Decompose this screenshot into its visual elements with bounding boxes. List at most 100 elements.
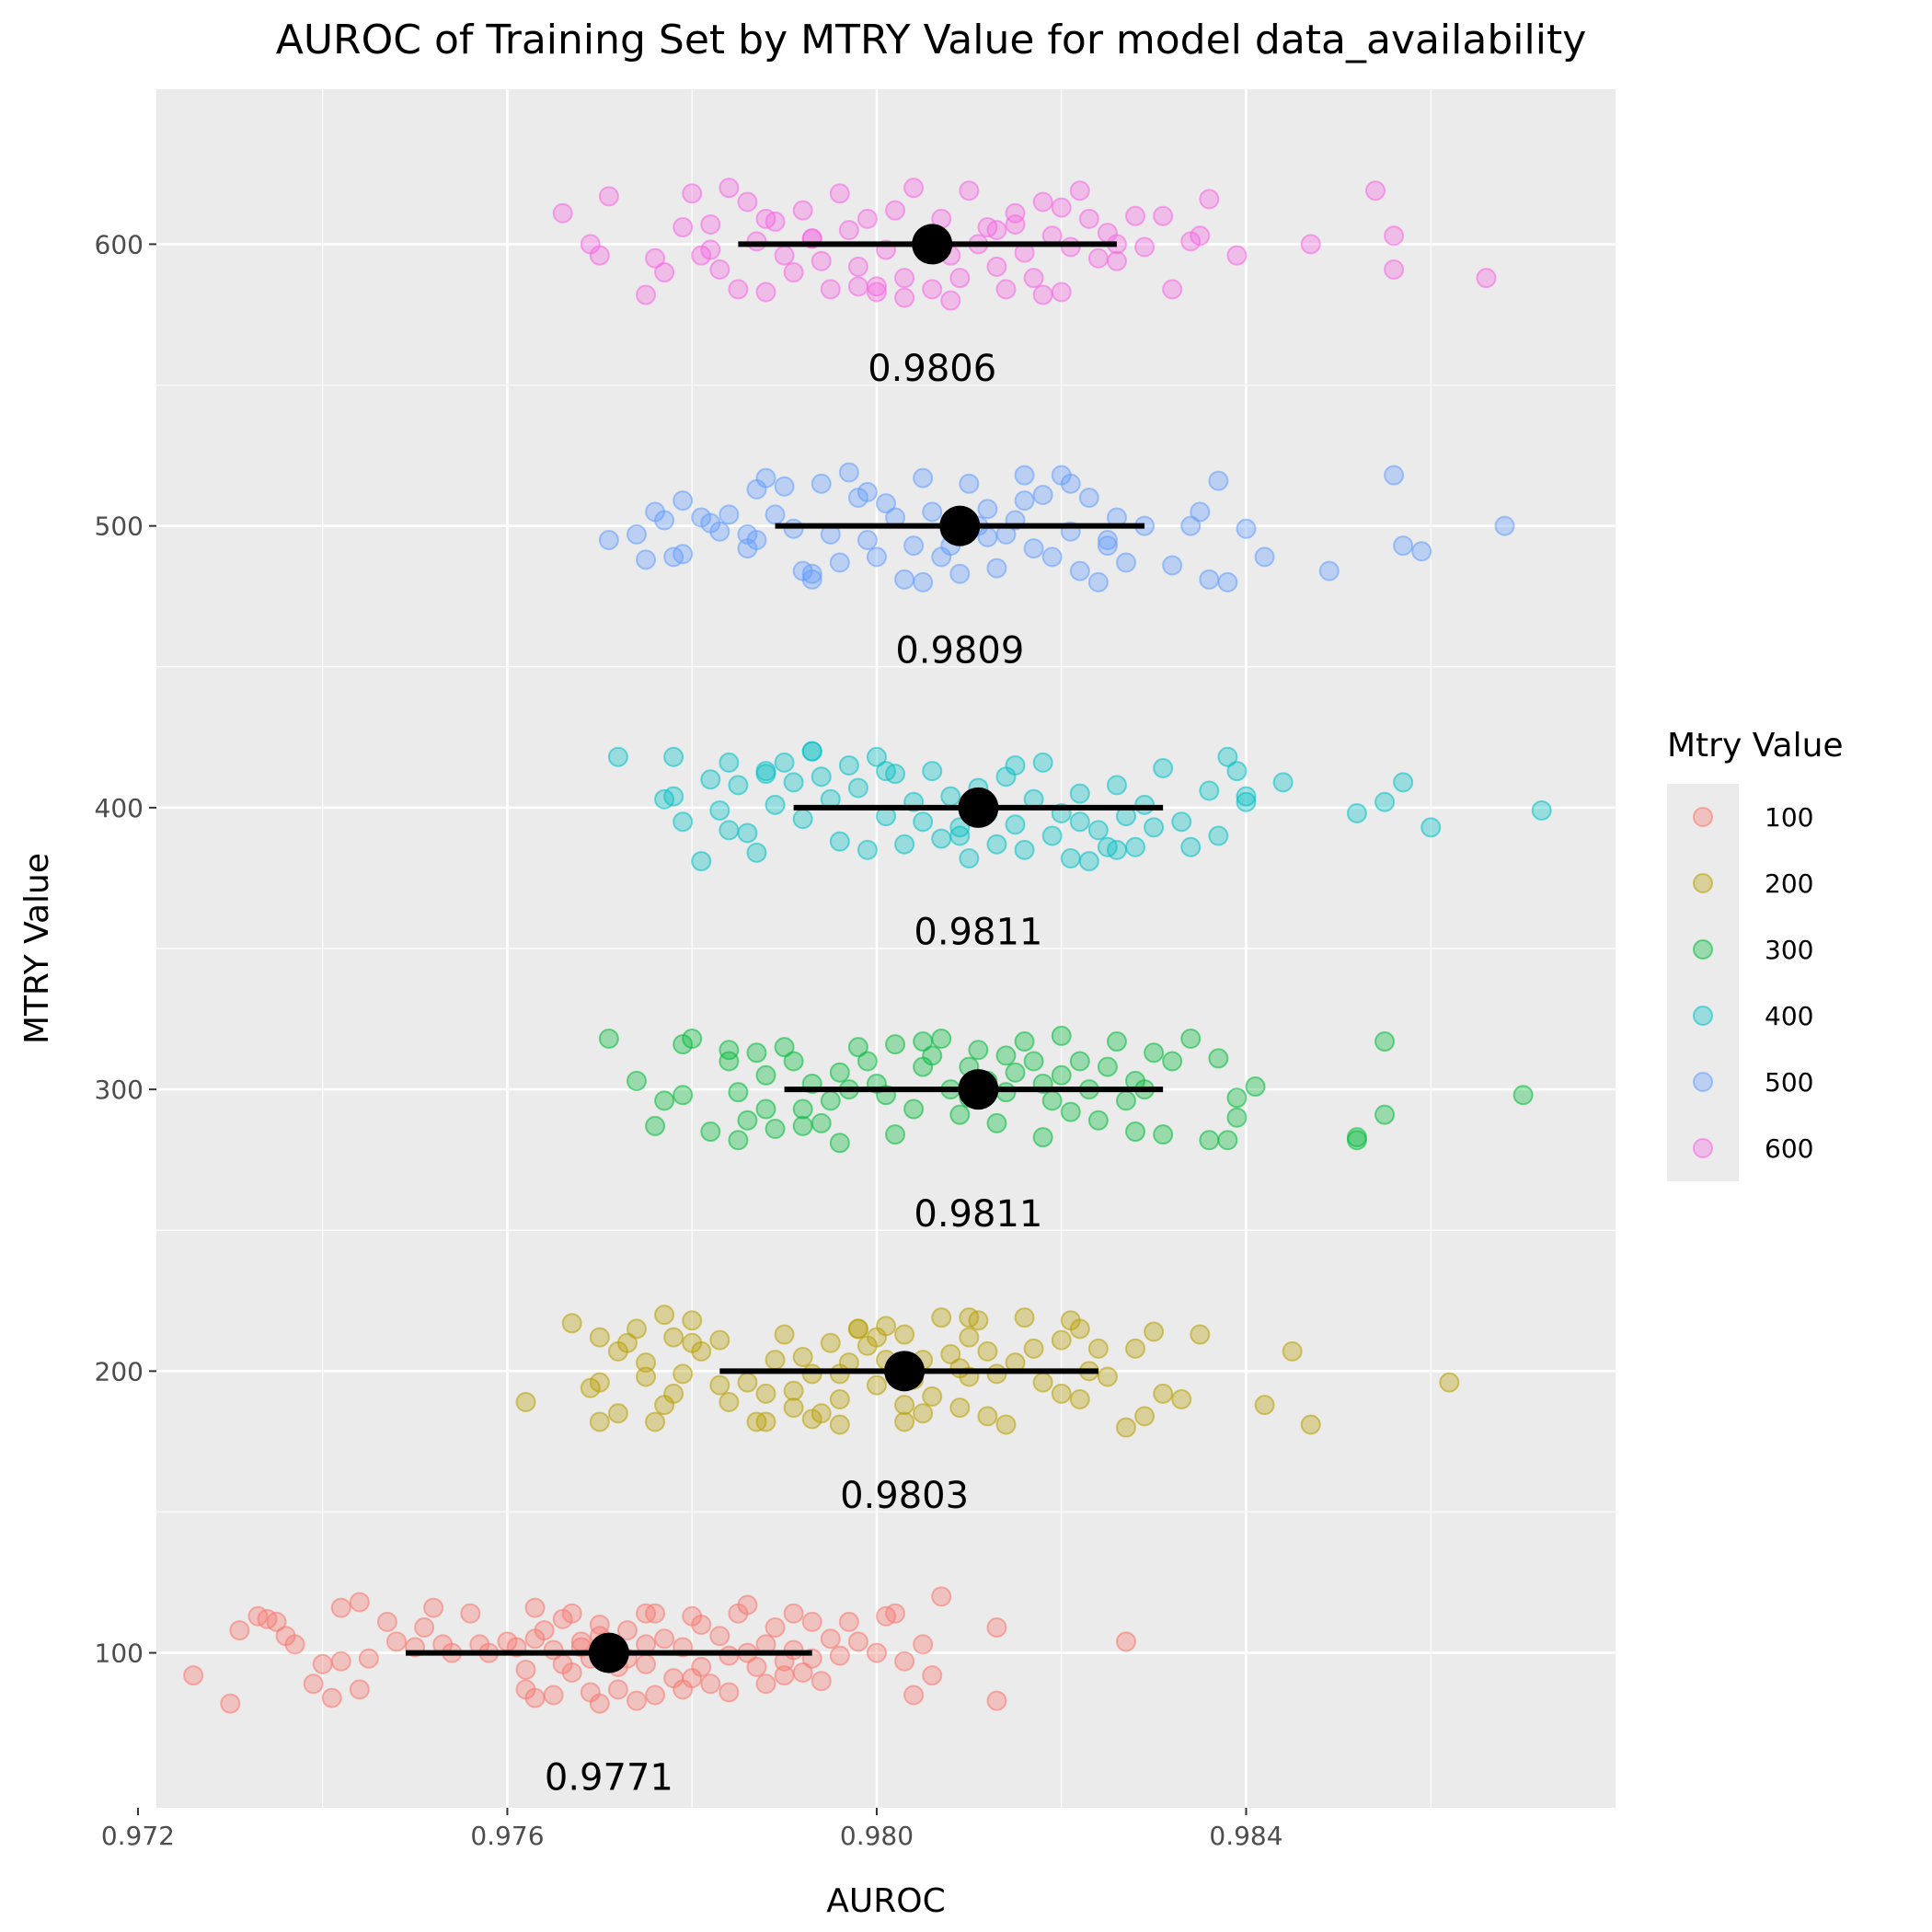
data-point-100 (321, 1687, 342, 1708)
data-point-600 (746, 231, 767, 252)
data-point-500 (986, 558, 1007, 579)
data-point-500 (1254, 546, 1275, 568)
data-point-400 (1226, 761, 1248, 782)
data-point-500 (654, 510, 675, 531)
data-point-600 (829, 183, 850, 204)
data-point-300 (755, 1098, 776, 1120)
data-point-200 (829, 1388, 850, 1409)
mean-label-100: 0.9771 (545, 1756, 673, 1799)
data-point-600 (949, 268, 971, 289)
data-point-500 (949, 563, 971, 584)
data-point-500 (829, 552, 850, 573)
data-point-100 (220, 1693, 241, 1714)
data-point-200 (820, 1332, 841, 1353)
data-point-400 (755, 764, 776, 785)
data-point-600 (820, 279, 841, 300)
data-point-500 (1014, 490, 1035, 512)
data-point-600 (1087, 247, 1109, 269)
data-point-300 (792, 1098, 813, 1120)
data-point-600 (1199, 189, 1220, 210)
data-point-100 (284, 1634, 305, 1655)
data-point-300 (949, 1104, 971, 1125)
mean-label-600: 0.9806 (868, 348, 996, 390)
data-point-400 (1236, 786, 1257, 807)
data-point-300 (1226, 1107, 1248, 1128)
data-point-200 (1134, 1406, 1156, 1427)
data-point-100 (829, 1645, 850, 1666)
data-point-500 (755, 467, 776, 489)
data-point-200 (719, 1392, 740, 1413)
data-point-300 (1060, 1101, 1081, 1122)
data-point-100 (616, 1620, 638, 1641)
data-point-200 (755, 1411, 776, 1432)
data-point-100 (931, 1586, 952, 1607)
data-point-100 (626, 1690, 647, 1711)
data-point-300 (673, 1034, 694, 1055)
data-point-400 (607, 746, 628, 767)
data-point-200 (959, 1307, 980, 1328)
data-point-600 (838, 220, 859, 241)
data-point-300 (728, 1082, 749, 1103)
data-point-300 (885, 1124, 906, 1145)
data-point-600 (940, 290, 961, 311)
data-point-300 (1512, 1085, 1534, 1106)
data-point-100 (885, 1603, 906, 1624)
legend-label-600: 600 (1765, 1133, 1813, 1164)
data-point-100 (903, 1685, 925, 1706)
data-point-100 (866, 1642, 887, 1663)
data-point-300 (829, 1062, 850, 1083)
data-point-400 (1134, 794, 1156, 815)
data-point-600 (811, 250, 832, 271)
data-point-300 (774, 1037, 795, 1058)
data-point-600 (995, 279, 1017, 300)
data-point-600 (700, 213, 721, 235)
data-point-600 (847, 276, 868, 297)
data-points (183, 178, 1552, 1714)
data-point-300 (1245, 1076, 1266, 1098)
data-point-500 (913, 571, 934, 592)
mean-point-300 (958, 1069, 999, 1110)
legend-key-500 (1693, 1072, 1713, 1092)
data-point-400 (663, 786, 684, 807)
mean-point-100 (588, 1632, 629, 1673)
data-point-100 (654, 1628, 675, 1650)
data-point-600 (1005, 202, 1026, 224)
data-point-200 (1144, 1321, 1165, 1342)
data-point-400 (913, 811, 934, 833)
data-point-400 (1060, 848, 1081, 869)
data-point-300 (645, 1115, 666, 1136)
y-tick-label: 100 (95, 1639, 144, 1669)
mean-point-400 (958, 787, 999, 828)
data-point-400 (1531, 799, 1552, 821)
data-point-300 (986, 1112, 1007, 1133)
data-point-500 (636, 549, 657, 570)
data-point-300 (1374, 1031, 1396, 1052)
data-point-600 (636, 284, 657, 305)
y-axis-title: MTRY Value (18, 853, 56, 1044)
data-point-400 (949, 825, 971, 846)
data-point-600 (857, 208, 878, 229)
data-point-100 (266, 1611, 287, 1632)
data-point-400 (801, 741, 822, 762)
data-point-200 (1153, 1383, 1174, 1404)
data-point-600 (1134, 236, 1156, 258)
mean-markers: 0.9771 0.9803 0.9811 0.9811 0.9809 0.9806 (406, 224, 1164, 1799)
data-point-400 (1005, 754, 1026, 776)
data-point-200 (589, 1327, 610, 1348)
data-point-400 (691, 851, 712, 872)
legend-key-background (1667, 784, 1739, 1181)
data-point-400 (940, 786, 961, 807)
data-point-100 (682, 1668, 703, 1689)
data-point-400 (866, 746, 887, 767)
data-point-200 (811, 1403, 832, 1424)
legend-key-100 (1693, 807, 1713, 827)
x-tick-label: 0.976 (470, 1821, 544, 1851)
data-point-500 (626, 523, 647, 545)
data-point-400 (857, 839, 878, 860)
data-point-400 (1393, 772, 1414, 793)
data-point-600 (682, 183, 703, 204)
data-point-200 (876, 1316, 896, 1337)
data-point-200 (636, 1352, 657, 1374)
data-point-400 (1217, 746, 1238, 767)
data-point-400 (922, 761, 943, 782)
